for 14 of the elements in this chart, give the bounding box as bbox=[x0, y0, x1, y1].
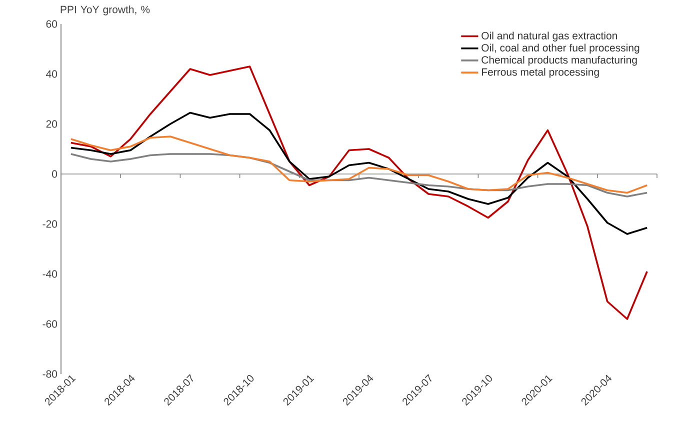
y-tick-label: 40 bbox=[46, 70, 58, 78]
y-tick-label: -20 bbox=[42, 220, 58, 228]
y-tick-label: 20 bbox=[46, 120, 58, 128]
y-tick-label: -80 bbox=[42, 370, 58, 378]
y-tick-label: -40 bbox=[42, 270, 58, 278]
y-tick-label: 60 bbox=[46, 20, 58, 28]
legend-label: Oil and natural gas extraction bbox=[482, 32, 617, 42]
y-axis-title: PPI YoY growth, % bbox=[60, 6, 150, 16]
y-tick-label: 0 bbox=[52, 170, 58, 178]
line-series bbox=[70, 112, 648, 235]
y-tick-label: -60 bbox=[42, 320, 58, 328]
legend-label: Oil, coal and other fuel processing bbox=[482, 44, 640, 54]
legend-label: Ferrous metal processing bbox=[482, 68, 599, 78]
legend-label: Chemical products manufacturing bbox=[482, 56, 637, 66]
